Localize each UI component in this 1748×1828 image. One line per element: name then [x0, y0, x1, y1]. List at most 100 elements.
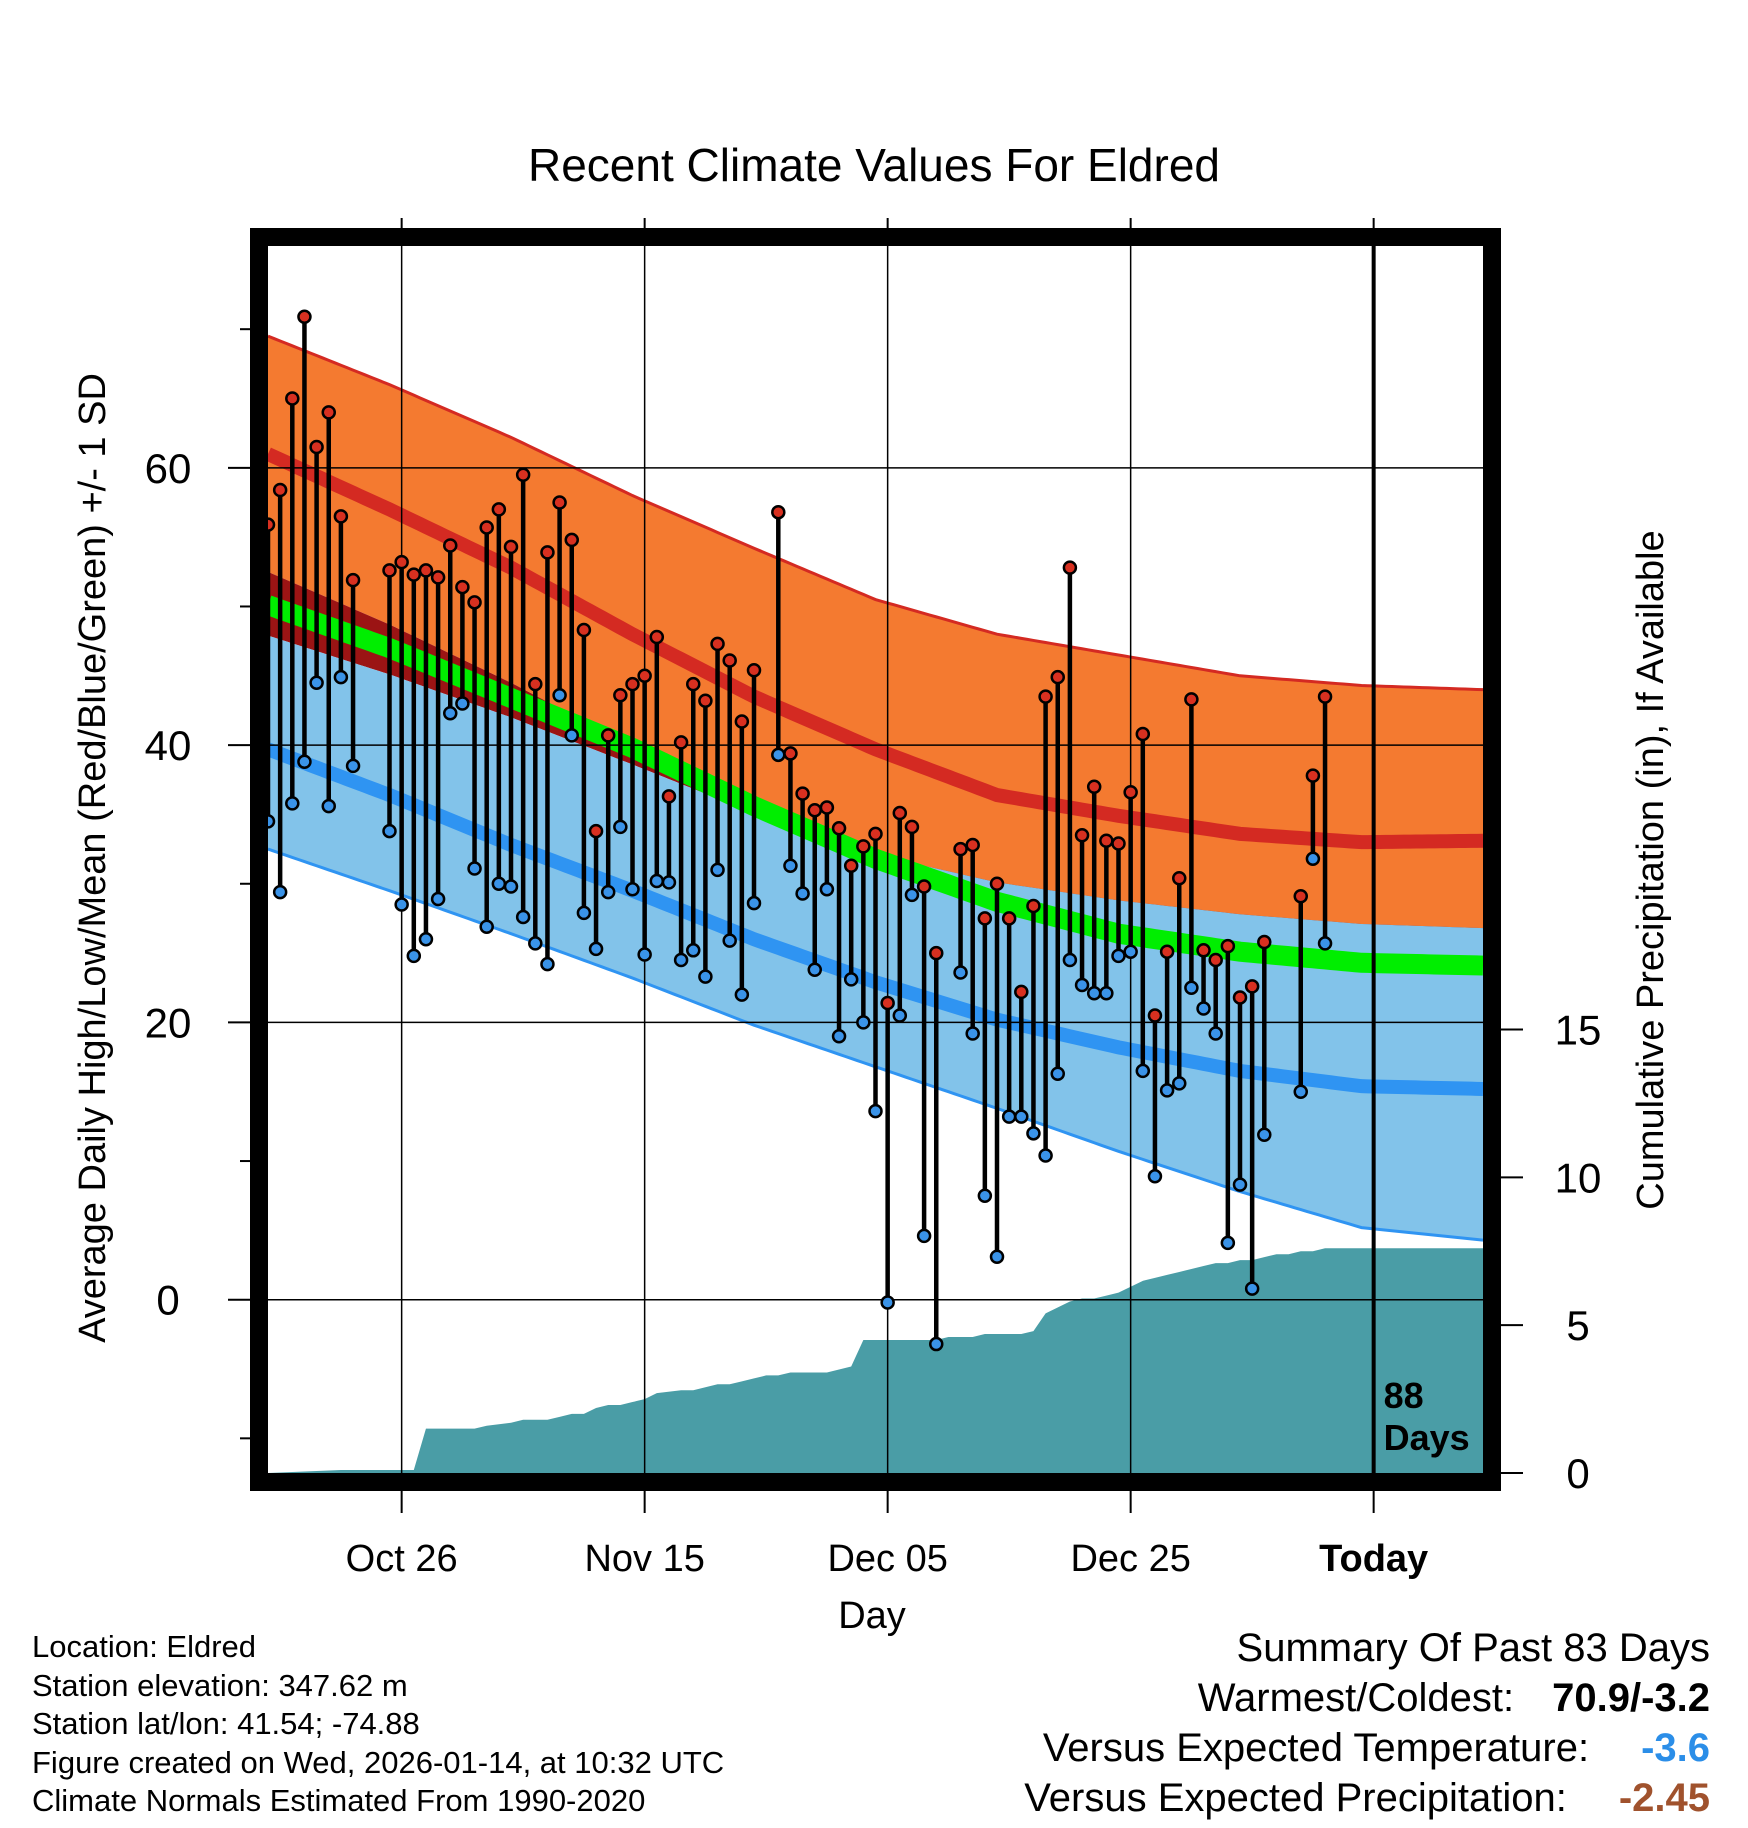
obs-high-point — [297, 309, 312, 324]
obs-low-point — [1257, 1127, 1272, 1142]
obs-high-point — [880, 995, 895, 1011]
obs-high-point — [528, 676, 543, 692]
obs-low-point — [1099, 986, 1114, 1001]
obs-high-point — [1026, 898, 1041, 914]
obs-low-point — [1062, 952, 1078, 968]
obs-high-point — [321, 405, 336, 420]
obs-low-point — [588, 941, 604, 957]
y2-tick-label: 10 — [1555, 1154, 1602, 1201]
observation-stems — [260, 309, 1333, 1352]
obs-high-point — [1050, 669, 1065, 685]
high-upper-edge — [267, 334, 1484, 692]
precip-area-layer — [268, 1248, 1483, 1473]
obs-low-point — [515, 909, 531, 925]
normals-text: Climate Normals Estimated From 1990-2020 — [32, 1783, 646, 1818]
obs-low-point — [1184, 980, 1199, 995]
obs-high-point — [613, 687, 628, 703]
obs-low-point — [1220, 1235, 1236, 1251]
summary-precip-row: Versus Expected Precipitation: -2.45 — [1024, 1773, 1710, 1823]
obs-low-point — [1305, 851, 1321, 867]
x-tick-label: Oct 26 — [346, 1538, 458, 1580]
obs-low-point — [673, 952, 689, 968]
y2-tick-label: 15 — [1555, 1007, 1602, 1054]
obs-low-point — [686, 943, 701, 958]
obs-low-point — [1038, 1148, 1053, 1163]
x-tick-label: Dec 05 — [827, 1538, 947, 1580]
obs-high-point — [1123, 785, 1138, 800]
obs-high-point — [443, 538, 458, 553]
chart-title: Recent Climate Values For Eldred — [528, 139, 1220, 191]
days-count-label: 88 — [1384, 1375, 1424, 1416]
obs-high-point — [977, 911, 993, 926]
obs-low-point — [1208, 1026, 1223, 1041]
obs-high-point — [418, 563, 434, 578]
obs-low-point — [868, 1103, 883, 1119]
y-tick-label: 40 — [145, 722, 192, 769]
obs-low-point — [1074, 977, 1090, 993]
obs-high-point — [892, 805, 908, 821]
obs-low-point — [297, 754, 312, 770]
obs-low-point — [503, 879, 519, 894]
y2-axis-label: Cumulative Precipitation (in), If Availa… — [1630, 530, 1672, 1209]
summary-temp-row: Versus Expected Temperature: -3.6 — [1024, 1723, 1710, 1773]
obs-low-point — [1159, 1083, 1175, 1098]
obs-high-point — [1159, 944, 1175, 959]
obs-low-point — [795, 886, 810, 901]
obs-low-point — [406, 948, 422, 964]
obs-high-point — [1086, 779, 1102, 794]
obs-high-point — [467, 595, 482, 610]
obs-low-point — [710, 862, 725, 878]
obs-high-point — [1196, 943, 1211, 958]
obs-low-point — [831, 1029, 847, 1044]
obs-low-point — [321, 798, 336, 814]
obs-low-point — [1111, 948, 1126, 964]
obs-low-point — [552, 687, 567, 703]
obs-low-point — [734, 987, 750, 1002]
obs-high-point — [1244, 979, 1260, 994]
temp-label: Versus Expected Temperature: — [1042, 1726, 1590, 1770]
obs-low-point — [576, 905, 592, 921]
warmest-value: 70.9/-3.2 — [1552, 1676, 1710, 1720]
obs-low-point — [637, 947, 652, 962]
obs-high-point — [771, 504, 786, 520]
obs-high-point — [1208, 952, 1223, 968]
obs-low-point — [953, 965, 968, 980]
created-text: Figure created on Wed, 2026-01-14, at 10… — [32, 1744, 725, 1780]
obs-high-point — [491, 502, 507, 517]
latlon-text: Station lat/lon: 41.54; -74.88 — [32, 1706, 420, 1741]
obs-high-point — [1317, 689, 1333, 704]
obs-low-point — [880, 1295, 895, 1310]
obs-high-point — [661, 789, 677, 804]
obs-low-point — [819, 882, 835, 897]
obs-high-point — [1014, 984, 1029, 1000]
obs-low-point — [540, 956, 555, 972]
obs-high-point — [965, 837, 980, 853]
obs-high-point — [673, 735, 689, 750]
axes: 0 20 40 60 0 5 10 15 Oct 26 Nov 15 Dec 05 Dec 25 Tod… — [145, 218, 1602, 1580]
obs-low-point — [904, 887, 920, 903]
summary-heading: Summary Of Past 83 Days — [1236, 1626, 1710, 1670]
obs-high-point — [819, 800, 835, 815]
obs-high-point — [394, 554, 409, 570]
precip-value: -2.45 — [1618, 1776, 1710, 1820]
obs-low-point — [1050, 1066, 1065, 1081]
obs-high-point — [783, 746, 798, 761]
obs-high-point — [649, 629, 665, 645]
obs-low-point — [843, 972, 859, 987]
obs-high-point — [843, 858, 859, 873]
obs-high-point — [831, 821, 847, 836]
obs-low-point — [309, 675, 324, 690]
obs-high-point — [552, 495, 567, 510]
obs-high-point — [698, 693, 713, 709]
obs-high-point — [734, 714, 750, 729]
y2-tick-label: 5 — [1566, 1302, 1589, 1349]
station-info: Location: Eldred Station elevation: 347.… — [32, 1628, 724, 1821]
obs-low-point — [1196, 1001, 1211, 1016]
obs-low-point — [479, 919, 494, 934]
obs-high-point — [1257, 934, 1272, 950]
obs-high-point — [564, 532, 579, 548]
x-tick-label: Nov 15 — [584, 1538, 704, 1580]
obs-high-point — [345, 572, 361, 588]
